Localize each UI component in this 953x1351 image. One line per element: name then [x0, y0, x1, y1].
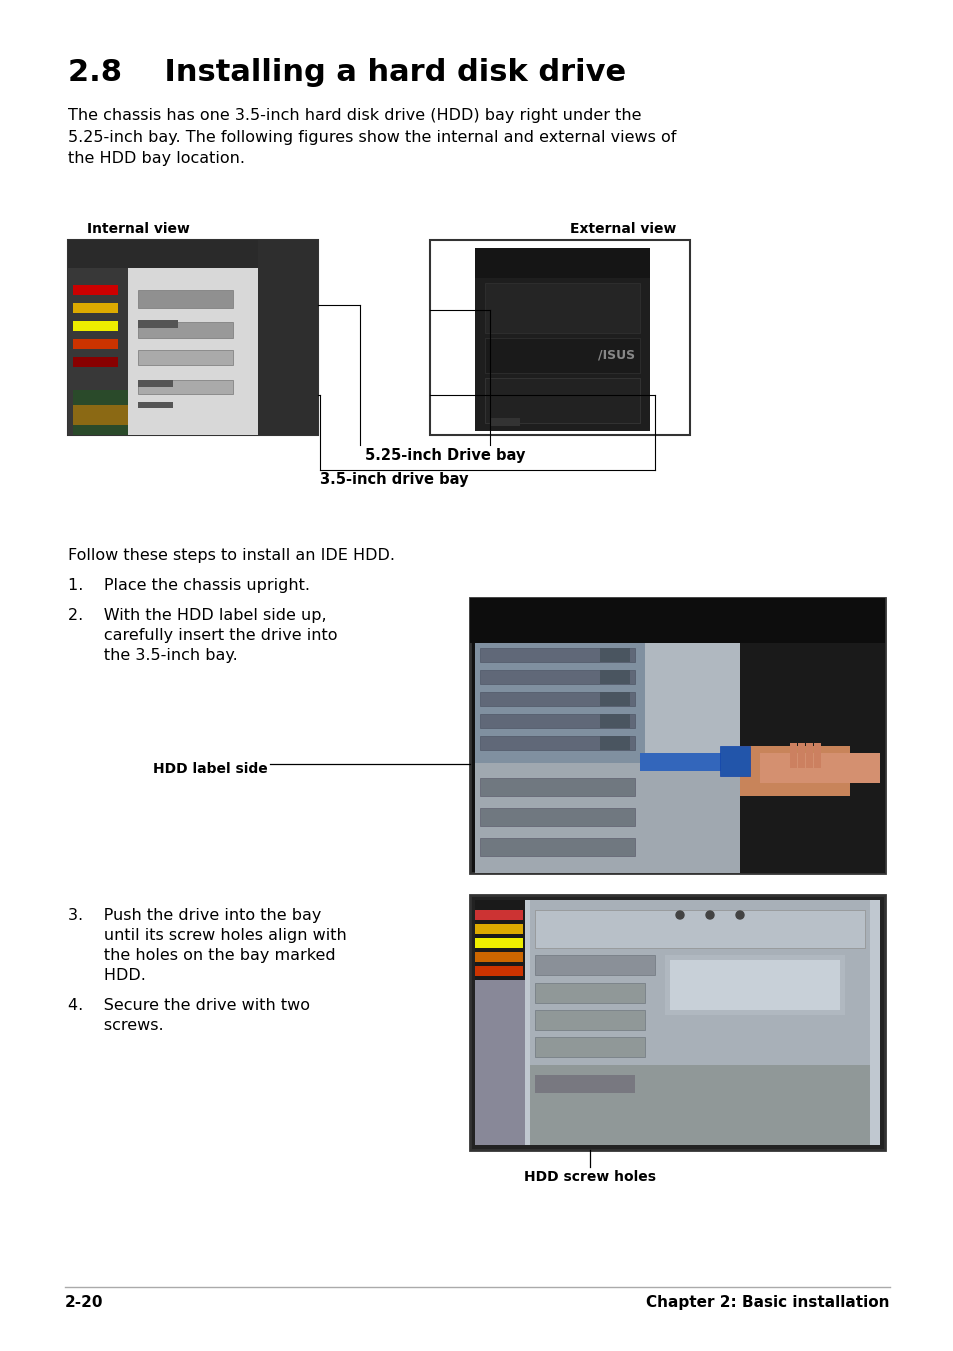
Bar — [535, 911, 864, 948]
Bar — [479, 838, 635, 857]
Bar — [669, 961, 840, 1011]
Bar — [484, 338, 639, 373]
Text: the 3.5-inch bay.: the 3.5-inch bay. — [68, 648, 237, 663]
Text: 1.    Place the chassis upright.: 1. Place the chassis upright. — [68, 578, 310, 593]
Bar — [475, 911, 522, 920]
Bar — [639, 753, 729, 771]
Bar — [68, 267, 128, 435]
Circle shape — [735, 911, 743, 919]
Text: 2.    With the HDD label side up,: 2. With the HDD label side up, — [68, 608, 326, 623]
Bar — [73, 357, 118, 367]
Bar — [128, 267, 257, 435]
Bar — [530, 1065, 869, 1146]
Bar — [430, 240, 689, 435]
Bar — [535, 1038, 644, 1056]
Text: 5.25-inch Drive bay: 5.25-inch Drive bay — [365, 449, 525, 463]
Text: carefully insert the drive into: carefully insert the drive into — [68, 628, 337, 643]
Bar — [73, 285, 118, 295]
Text: Internal view: Internal view — [87, 222, 190, 236]
Bar — [138, 350, 233, 365]
Text: The chassis has one 3.5-inch hard disk drive (HDD) bay right under the
5.25-inch: The chassis has one 3.5-inch hard disk d… — [68, 108, 676, 166]
Text: Chapter 2: Basic installation: Chapter 2: Basic installation — [646, 1296, 889, 1310]
Bar — [475, 763, 740, 873]
Text: 4.    Secure the drive with two: 4. Secure the drive with two — [68, 998, 310, 1013]
Bar — [813, 743, 821, 767]
Bar — [479, 648, 635, 662]
Circle shape — [676, 911, 683, 919]
Bar — [805, 743, 812, 767]
Bar — [599, 713, 629, 728]
Bar — [720, 746, 749, 775]
Bar — [475, 900, 879, 1146]
Bar — [535, 984, 644, 1002]
Bar — [138, 290, 233, 308]
Bar — [73, 405, 128, 426]
Bar — [484, 282, 639, 332]
Bar — [760, 753, 879, 784]
Bar — [479, 808, 635, 825]
Bar — [740, 746, 849, 796]
Bar — [475, 938, 522, 948]
Bar — [535, 955, 655, 975]
Text: screws.: screws. — [68, 1019, 164, 1034]
Text: 2.8    Installing a hard disk drive: 2.8 Installing a hard disk drive — [68, 58, 625, 86]
Bar — [535, 1075, 635, 1093]
Bar — [475, 900, 524, 1146]
Bar — [599, 736, 629, 750]
Text: HDD screw holes: HDD screw holes — [523, 1170, 656, 1183]
Bar — [475, 900, 524, 979]
Bar — [740, 643, 884, 873]
Bar — [475, 924, 522, 934]
Bar — [479, 736, 635, 750]
Bar — [470, 598, 884, 873]
Bar — [479, 713, 635, 728]
Bar — [138, 320, 178, 328]
Bar — [797, 743, 804, 767]
Bar — [599, 670, 629, 684]
Bar — [664, 955, 844, 1015]
Bar — [68, 240, 317, 267]
Bar — [530, 900, 869, 1146]
Text: the holes on the bay marked: the holes on the bay marked — [68, 948, 335, 963]
Bar — [490, 417, 519, 426]
Bar — [73, 390, 128, 435]
Bar — [479, 670, 635, 684]
Text: 3.    Push the drive into the bay: 3. Push the drive into the bay — [68, 908, 321, 923]
Text: /ISUS: /ISUS — [598, 349, 635, 361]
Bar — [138, 322, 233, 338]
Circle shape — [705, 911, 713, 919]
Bar — [475, 966, 522, 975]
Bar — [479, 692, 635, 707]
Bar — [484, 378, 639, 423]
Bar — [470, 894, 884, 1150]
Bar — [475, 643, 740, 873]
Bar — [138, 403, 172, 408]
Text: 3.5-inch drive bay: 3.5-inch drive bay — [319, 471, 468, 486]
Bar — [257, 240, 317, 435]
Text: External view: External view — [569, 222, 676, 236]
Bar — [535, 1011, 644, 1029]
Bar — [475, 952, 522, 962]
Text: HDD.: HDD. — [68, 969, 146, 984]
Bar — [599, 648, 629, 662]
Text: Follow these steps to install an IDE HDD.: Follow these steps to install an IDE HDD… — [68, 549, 395, 563]
Bar — [138, 380, 172, 386]
Bar — [789, 743, 796, 767]
Bar — [475, 249, 649, 431]
Bar — [73, 339, 118, 349]
Bar — [470, 598, 884, 643]
Bar — [475, 643, 644, 763]
Bar — [599, 692, 629, 707]
Text: 2-20: 2-20 — [65, 1296, 103, 1310]
Bar — [68, 240, 317, 435]
Bar — [479, 778, 635, 796]
Text: HDD label side: HDD label side — [153, 762, 268, 775]
Bar — [73, 303, 118, 313]
Bar — [73, 322, 118, 331]
Bar — [475, 249, 649, 278]
Bar — [138, 380, 233, 394]
Text: until its screw holes align with: until its screw holes align with — [68, 928, 346, 943]
